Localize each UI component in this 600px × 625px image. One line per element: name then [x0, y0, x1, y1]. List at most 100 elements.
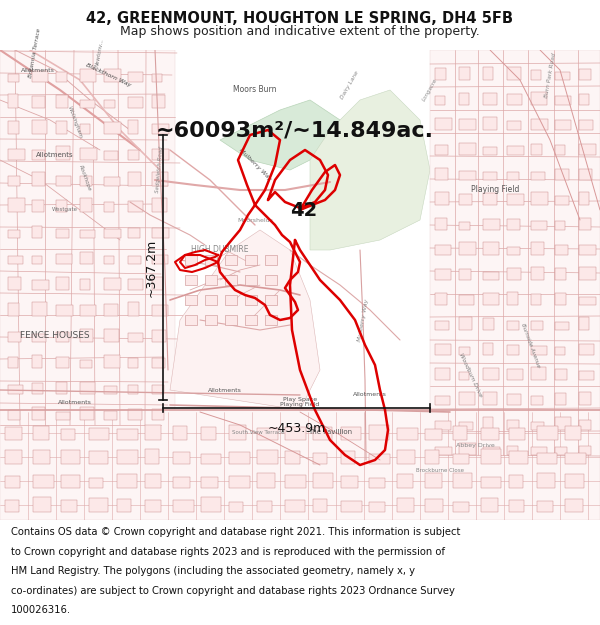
Bar [8, 303, 19, 316]
Bar [145, 500, 161, 512]
Bar [435, 396, 450, 405]
Bar [80, 198, 92, 212]
Bar [509, 428, 525, 440]
Bar [128, 120, 138, 134]
Bar [104, 411, 117, 420]
Bar [579, 317, 589, 330]
Bar [145, 425, 161, 440]
Bar [483, 67, 493, 80]
Bar [56, 357, 69, 368]
Text: Newtonv...: Newtonv... [95, 38, 105, 67]
Bar [205, 315, 217, 325]
Bar [56, 95, 68, 108]
Bar [8, 176, 20, 186]
Bar [555, 120, 571, 130]
Bar [435, 168, 448, 180]
Bar [507, 446, 518, 455]
Bar [579, 371, 594, 380]
Bar [225, 275, 237, 285]
Bar [537, 453, 557, 464]
Bar [341, 476, 358, 488]
Bar [8, 357, 18, 368]
Bar [537, 501, 553, 512]
Bar [531, 346, 547, 355]
Bar [128, 409, 142, 420]
Bar [104, 69, 121, 82]
Bar [459, 317, 472, 330]
Bar [104, 278, 121, 290]
Bar [397, 450, 415, 464]
Bar [579, 245, 596, 255]
Bar [481, 477, 501, 488]
Bar [117, 499, 131, 512]
Bar [579, 218, 591, 230]
Bar [435, 344, 451, 355]
Bar [285, 451, 300, 464]
Bar [285, 475, 306, 488]
Bar [8, 332, 21, 342]
Bar [555, 72, 570, 80]
Bar [555, 369, 567, 380]
Bar [205, 295, 217, 305]
Bar [531, 192, 548, 205]
Bar [507, 146, 524, 155]
Text: Westgate: Westgate [52, 208, 78, 212]
Bar [531, 172, 545, 180]
Bar [145, 474, 161, 488]
Bar [425, 499, 443, 512]
Bar [229, 476, 250, 488]
Text: 42, GREENMOUNT, HOUGHTON LE SPRING, DH4 5FB: 42, GREENMOUNT, HOUGHTON LE SPRING, DH4 … [86, 11, 514, 26]
Bar [483, 343, 493, 355]
Bar [8, 74, 19, 82]
Bar [555, 417, 571, 430]
Bar [152, 172, 168, 186]
Bar [531, 367, 546, 380]
Polygon shape [170, 230, 320, 410]
Text: Allotments: Allotments [58, 399, 92, 404]
Bar [56, 305, 73, 316]
Bar [32, 120, 47, 134]
Bar [459, 222, 470, 230]
Bar [531, 447, 547, 455]
Text: Rookhope: Rookhope [78, 164, 92, 192]
Bar [117, 474, 137, 488]
Bar [185, 295, 197, 305]
Bar [425, 429, 442, 440]
Bar [152, 255, 168, 264]
Bar [285, 500, 305, 512]
Bar [483, 447, 500, 455]
Bar [89, 498, 108, 512]
Bar [537, 426, 558, 440]
Bar [265, 315, 277, 325]
Bar [265, 295, 277, 305]
Bar [128, 72, 143, 82]
Bar [435, 245, 451, 255]
Bar [56, 200, 67, 212]
Text: Blackthorn Way: Blackthorn Way [85, 62, 131, 88]
Bar [579, 144, 596, 155]
Bar [435, 96, 445, 105]
Bar [32, 280, 49, 290]
Bar [483, 219, 500, 230]
Bar [80, 305, 96, 316]
Bar [341, 427, 361, 440]
Bar [56, 72, 67, 82]
Bar [117, 429, 138, 440]
Bar [531, 119, 548, 130]
Bar [507, 121, 521, 130]
Bar [257, 428, 278, 440]
Bar [483, 172, 497, 180]
Bar [531, 242, 544, 255]
Bar [80, 407, 94, 420]
Bar [481, 428, 499, 440]
Bar [104, 229, 121, 238]
Bar [145, 449, 159, 464]
Bar [205, 255, 217, 265]
Bar [565, 474, 584, 488]
Bar [509, 475, 523, 488]
Bar [459, 194, 472, 205]
Bar [507, 219, 520, 230]
Bar [173, 426, 187, 440]
Bar [453, 502, 469, 512]
Bar [555, 293, 566, 305]
